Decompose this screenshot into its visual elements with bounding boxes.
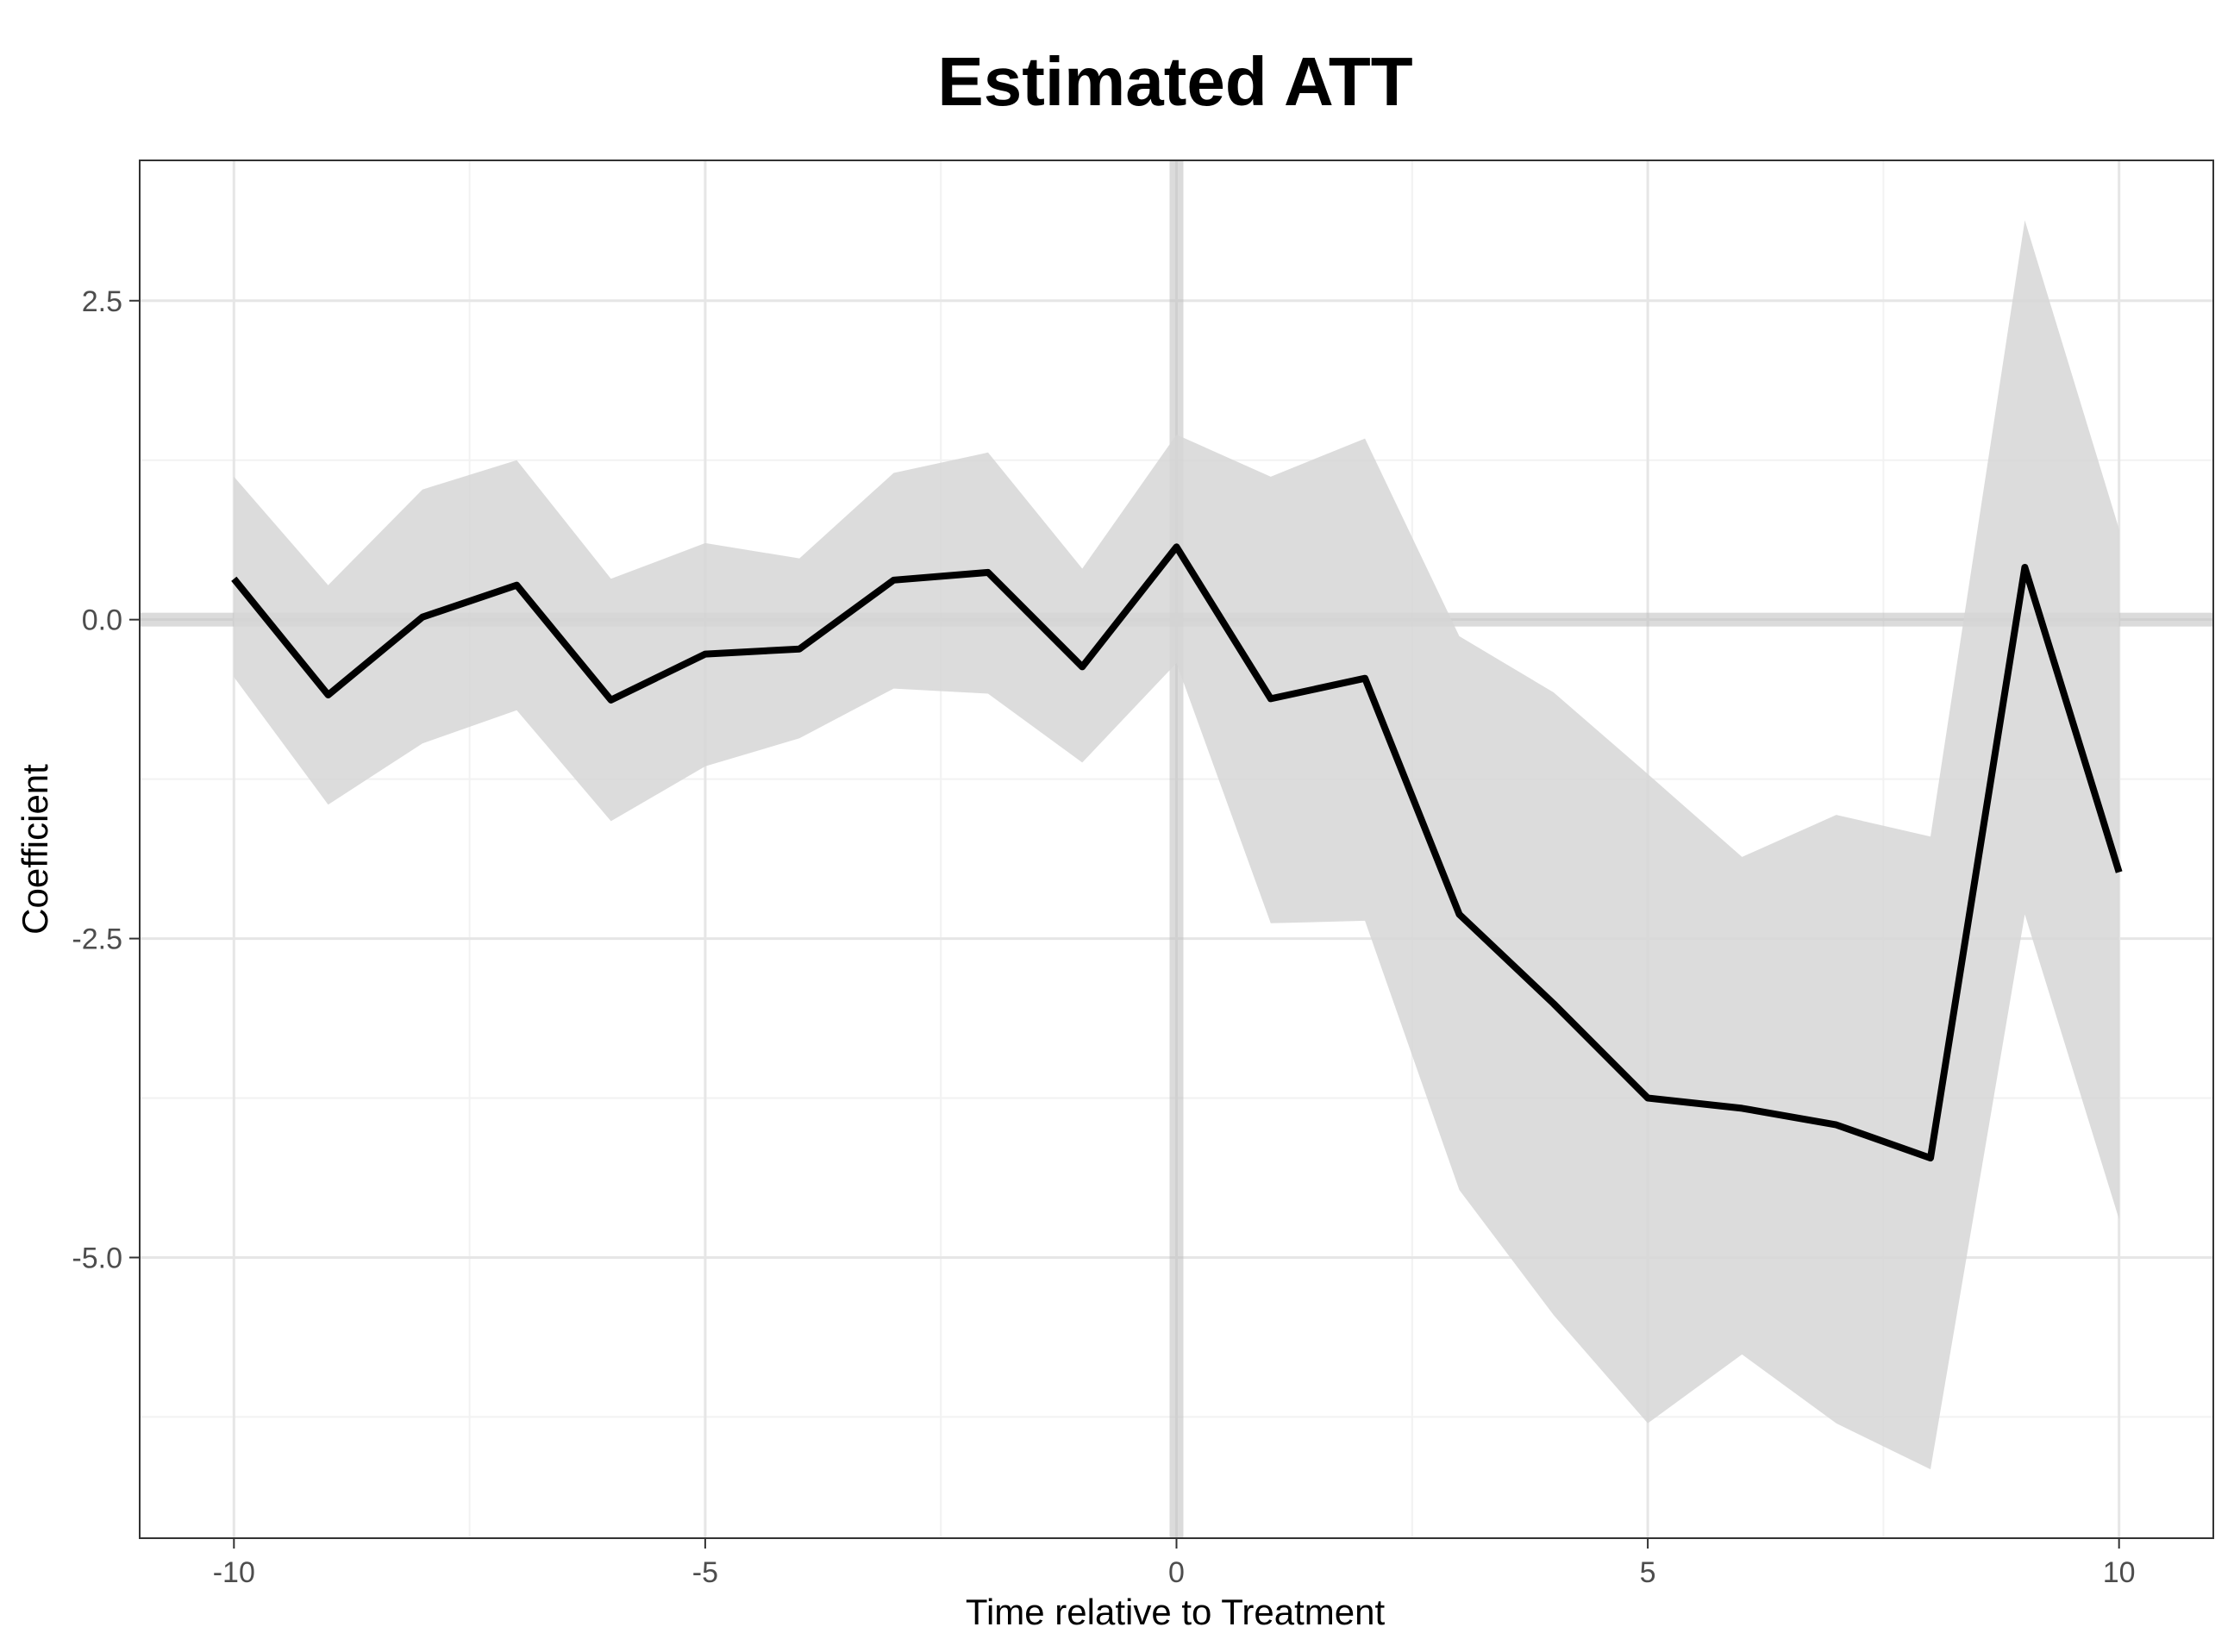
y-tick-label: -5.0 bbox=[72, 1242, 122, 1274]
data-point bbox=[1550, 1000, 1557, 1007]
estimate-line bbox=[231, 543, 2123, 1162]
confidence-band bbox=[234, 220, 2119, 1470]
x-tick-label: -10 bbox=[213, 1556, 255, 1589]
estimate-line-layer bbox=[231, 543, 2123, 1162]
data-point bbox=[608, 697, 615, 704]
data-point bbox=[1267, 695, 1274, 702]
data-point bbox=[1079, 663, 1086, 670]
x-tick-label: 10 bbox=[2103, 1556, 2136, 1589]
data-point bbox=[1455, 910, 1462, 917]
data-point bbox=[1927, 1155, 1934, 1161]
data-point bbox=[419, 614, 426, 621]
data-point bbox=[2021, 564, 2028, 571]
data-point bbox=[2116, 869, 2123, 876]
x-axis: -10 -5 0 5 10 bbox=[213, 1538, 2136, 1589]
y-tick-label: -2.5 bbox=[72, 923, 122, 956]
data-point bbox=[325, 691, 332, 698]
data-point bbox=[1738, 1104, 1745, 1111]
y-tick-label: 0.0 bbox=[82, 604, 122, 637]
data-point bbox=[1173, 543, 1180, 550]
data-point bbox=[1833, 1122, 1840, 1129]
data-point bbox=[513, 582, 520, 589]
x-tick-label: 5 bbox=[1640, 1556, 1656, 1589]
data-point bbox=[891, 577, 898, 584]
data-point bbox=[796, 646, 803, 653]
data-point bbox=[985, 569, 992, 576]
y-axis: 2.5 0.0 -2.5 -5.0 bbox=[72, 285, 140, 1274]
data-point bbox=[1644, 1095, 1651, 1102]
x-tick-label: -5 bbox=[692, 1556, 718, 1589]
x-tick-label: 0 bbox=[1168, 1556, 1185, 1589]
y-tick-label: 2.5 bbox=[82, 285, 122, 318]
data-point bbox=[1361, 675, 1368, 682]
data-point bbox=[230, 575, 237, 582]
chart-title: Estimated ATT bbox=[937, 43, 1412, 120]
x-axis-title: Time relative to Treatment bbox=[966, 1592, 1386, 1632]
confidence-band-layer bbox=[234, 220, 2119, 1470]
y-axis-title: Coefficient bbox=[15, 764, 55, 935]
data-point bbox=[702, 651, 709, 658]
